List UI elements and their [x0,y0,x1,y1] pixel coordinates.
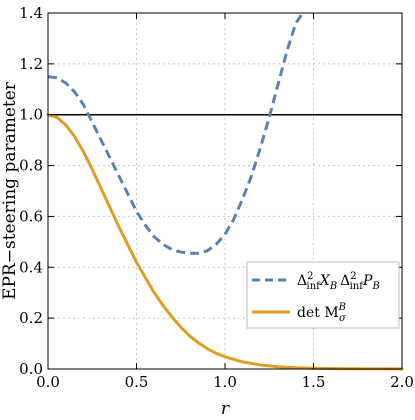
y-tick-label: 1.4 [19,4,43,22]
y-tick-label: 1.0 [19,106,43,124]
x-axis-label: r [221,399,230,419]
x-tick-label: 0.5 [125,373,149,391]
series-line-variance-product [47,12,305,255]
y-axis-label: EPR−steering parameter [0,81,20,300]
y-tick-label: 0.0 [19,360,43,378]
y-tick-label: 0.8 [19,157,43,175]
x-tick-label: 0.0 [36,373,60,391]
legend-label-det-m: det MB σ [297,302,347,324]
y-tick-label: 0.2 [19,309,43,327]
x-tick-label: 1.5 [302,373,326,391]
ticks: 0.0 0.5 1.0 1.5 2.0 0.0 0.2 0.4 0.6 0.8 1.0 1.2 1.4 [19,4,414,391]
y-tick-label: 1.2 [19,55,43,73]
legend: Δ2 infXB Δ2 infPB det MB σ [246,261,400,329]
legend-box [246,261,400,329]
y-tick-label: 0.6 [19,207,43,225]
y-tick-label: 0.4 [19,258,43,276]
x-tick-label: 1.0 [213,373,237,391]
x-tick-label: 2.0 [390,373,414,391]
series-line-det-m [46,113,404,371]
